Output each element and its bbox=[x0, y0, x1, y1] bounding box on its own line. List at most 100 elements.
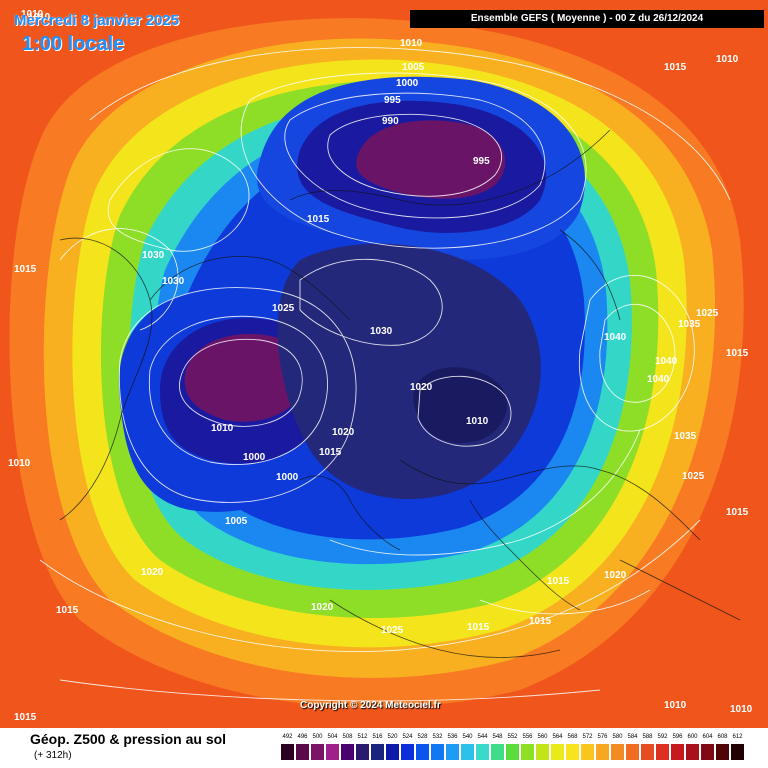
pressure-label: 990 bbox=[382, 116, 399, 127]
scale-swatch bbox=[416, 744, 429, 760]
pressure-label: 1010 bbox=[664, 700, 687, 711]
scale-value-label: 596 bbox=[672, 734, 683, 740]
upper-low-purple bbox=[356, 120, 506, 199]
scale-swatch bbox=[401, 744, 414, 760]
weather-map: 1010 1010 1005 1000 995 990 995 1015 1010 1015 103… bbox=[0, 0, 768, 728]
pressure-labels: 1010101010051000995990995101510101015103… bbox=[8, 9, 753, 723]
pressure-label: 1015 bbox=[726, 348, 749, 359]
scale-value-label: 520 bbox=[387, 734, 398, 740]
left-low-purple bbox=[184, 334, 306, 422]
scale-swatch bbox=[326, 744, 339, 760]
pressure-label: 1015 bbox=[56, 605, 79, 616]
pressure-label: 1005 bbox=[402, 62, 425, 73]
scale-value-label: 572 bbox=[582, 734, 593, 740]
pressure-label: 1040 bbox=[604, 332, 627, 343]
scale-swatch bbox=[311, 744, 324, 760]
copyright-notice: Copyright © 2024 Meteociel.fr bbox=[300, 700, 441, 711]
scale-value-label: 504 bbox=[327, 734, 338, 740]
pressure-label: 1025 bbox=[381, 625, 404, 636]
pressure-label: 1015 bbox=[14, 712, 37, 723]
forecast-local-time: 1:00 locale bbox=[22, 33, 125, 55]
scale-value-label: 576 bbox=[597, 734, 608, 740]
pressure-label: 1015 bbox=[726, 507, 749, 518]
scale-value-label: 580 bbox=[612, 734, 623, 740]
scale-swatch bbox=[386, 744, 399, 760]
pressure-label: 1025 bbox=[696, 308, 719, 319]
scale-value-label: 500 bbox=[312, 734, 323, 740]
scale-value-label: 532 bbox=[432, 734, 443, 740]
scale-swatch bbox=[536, 744, 549, 760]
scale-swatch bbox=[656, 744, 669, 760]
forecast-date: Mercredi 8 janvier 2025 bbox=[14, 12, 180, 29]
scale-swatch bbox=[296, 744, 309, 760]
pressure-label: 1030 bbox=[162, 276, 185, 287]
scale-value-label: 568 bbox=[567, 734, 578, 740]
pressure-label: 1010 bbox=[8, 458, 31, 469]
scale-swatch bbox=[641, 744, 654, 760]
pressure-label: 1035 bbox=[678, 319, 701, 330]
pressure-label: 1015 bbox=[307, 214, 330, 225]
pressure-label: 1015 bbox=[319, 447, 342, 458]
lead-time: (+ 312h) bbox=[34, 750, 72, 761]
pressure-label: 1020 bbox=[410, 382, 433, 393]
scale-value-label: 604 bbox=[702, 734, 713, 740]
pressure-label: 1020 bbox=[311, 602, 334, 613]
scale-swatch bbox=[686, 744, 699, 760]
pressure-label: 1020 bbox=[141, 567, 164, 578]
scale-value-label: 544 bbox=[477, 734, 488, 740]
scale-value-label: 592 bbox=[657, 734, 668, 740]
scale-value-label: 552 bbox=[507, 734, 518, 740]
pressure-label: 1030 bbox=[370, 326, 393, 337]
scale-swatch bbox=[626, 744, 639, 760]
pressure-label: 1030 bbox=[142, 250, 165, 261]
pressure-label: 1015 bbox=[14, 264, 37, 275]
scale-swatch bbox=[716, 744, 729, 760]
scale-value-label: 512 bbox=[357, 734, 368, 740]
pressure-label: 1005 bbox=[225, 516, 248, 527]
pressure-label: 1040 bbox=[647, 374, 670, 385]
color-scale: 492 496 500 504 508 512 516 520 524 528 532 536 540 5… bbox=[281, 734, 749, 764]
pressure-label: 1000 bbox=[243, 452, 266, 463]
pressure-label: 1015 bbox=[664, 62, 687, 73]
pressure-label: 1035 bbox=[674, 431, 697, 442]
scale-swatch bbox=[581, 744, 594, 760]
pressure-label: 1025 bbox=[682, 471, 705, 482]
geopotential-map-graphic: 1010101010051000995990995101510101015103… bbox=[0, 0, 768, 728]
scale-value-label: 564 bbox=[552, 734, 563, 740]
pressure-label: 995 bbox=[384, 95, 401, 106]
pressure-label: 1015 bbox=[547, 576, 570, 587]
pressure-label: 1010 bbox=[211, 423, 234, 434]
scale-swatch bbox=[701, 744, 714, 760]
scale-swatch bbox=[431, 744, 444, 760]
pressure-label: 1010 bbox=[400, 38, 423, 49]
scale-swatch bbox=[281, 744, 294, 760]
scale-swatch bbox=[446, 744, 459, 760]
scale-value-label: 556 bbox=[522, 734, 533, 740]
pressure-label: 1010 bbox=[28, 12, 51, 23]
polar-core-inner bbox=[413, 367, 508, 444]
scale-value-label: 528 bbox=[417, 734, 428, 740]
isobars bbox=[39, 47, 731, 702]
scale-swatch bbox=[461, 744, 474, 760]
scale-swatch bbox=[356, 744, 369, 760]
legend-footer: Géop. Z500 & pression au sol (+ 312h) 49… bbox=[0, 728, 768, 768]
pressure-label: 1025 bbox=[272, 303, 295, 314]
scale-value-label: 536 bbox=[447, 734, 458, 740]
scale-swatch bbox=[491, 744, 504, 760]
scale-swatch bbox=[371, 744, 384, 760]
pressure-label: 1010 bbox=[21, 9, 44, 20]
scale-value-label: 608 bbox=[717, 734, 728, 740]
pressure-label: 1010 bbox=[466, 416, 489, 427]
pressure-label: 1020 bbox=[332, 427, 355, 438]
scale-value-label: 492 bbox=[282, 734, 293, 740]
scale-swatch bbox=[731, 744, 744, 760]
scale-swatch bbox=[521, 744, 534, 760]
scale-swatch bbox=[476, 744, 489, 760]
model-run-info: Ensemble GEFS ( Moyenne ) - 00 Z du 26/1… bbox=[410, 10, 764, 28]
scale-value-label: 516 bbox=[372, 734, 383, 740]
scale-swatch bbox=[671, 744, 684, 760]
scale-value-label: 540 bbox=[462, 734, 473, 740]
pressure-label: 1010 bbox=[730, 704, 753, 715]
scale-value-label: 588 bbox=[642, 734, 653, 740]
scale-value-label: 496 bbox=[297, 734, 308, 740]
